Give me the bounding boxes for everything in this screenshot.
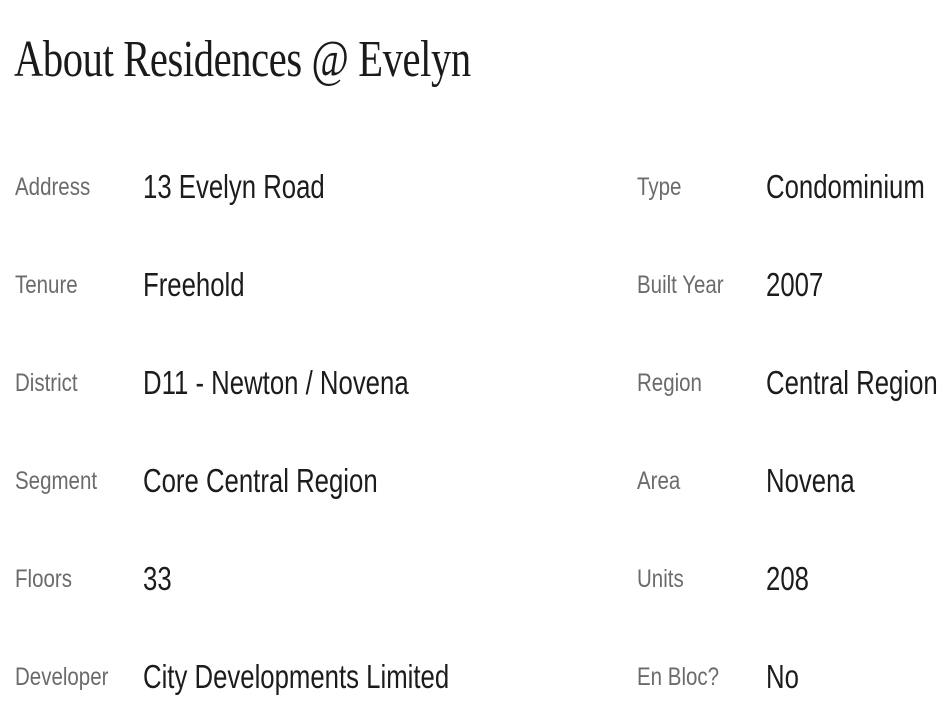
detail-value: No: [766, 658, 799, 695]
detail-value: Central Region: [766, 364, 938, 401]
detail-value: City Developments Limited: [143, 658, 450, 695]
detail-value: Novena: [766, 462, 855, 499]
detail-value: 13 Evelyn Road: [143, 168, 325, 205]
detail-label: Units: [637, 565, 684, 593]
detail-value: 208: [766, 560, 809, 597]
detail-value: 2007: [766, 266, 824, 303]
detail-label: Tenure: [15, 271, 78, 299]
detail-value: Condominium: [766, 168, 925, 205]
detail-label: Region: [637, 369, 702, 397]
detail-value: Freehold: [143, 266, 245, 303]
detail-label: District: [15, 369, 78, 397]
detail-value: Core Central Region: [143, 462, 378, 499]
detail-label: Type: [637, 173, 682, 201]
detail-label: Developer: [15, 663, 109, 691]
detail-label: Area: [637, 467, 681, 495]
detail-label: Built Year: [637, 271, 724, 299]
detail-value: 33: [143, 560, 172, 597]
detail-value: D11 - Newton / Novena: [143, 364, 409, 401]
page-title: About Residences @ Evelyn: [14, 31, 471, 88]
detail-label: Floors: [15, 565, 72, 593]
detail-label: Address: [15, 173, 91, 201]
detail-label: Segment: [15, 467, 98, 495]
detail-label: En Bloc?: [637, 663, 720, 691]
